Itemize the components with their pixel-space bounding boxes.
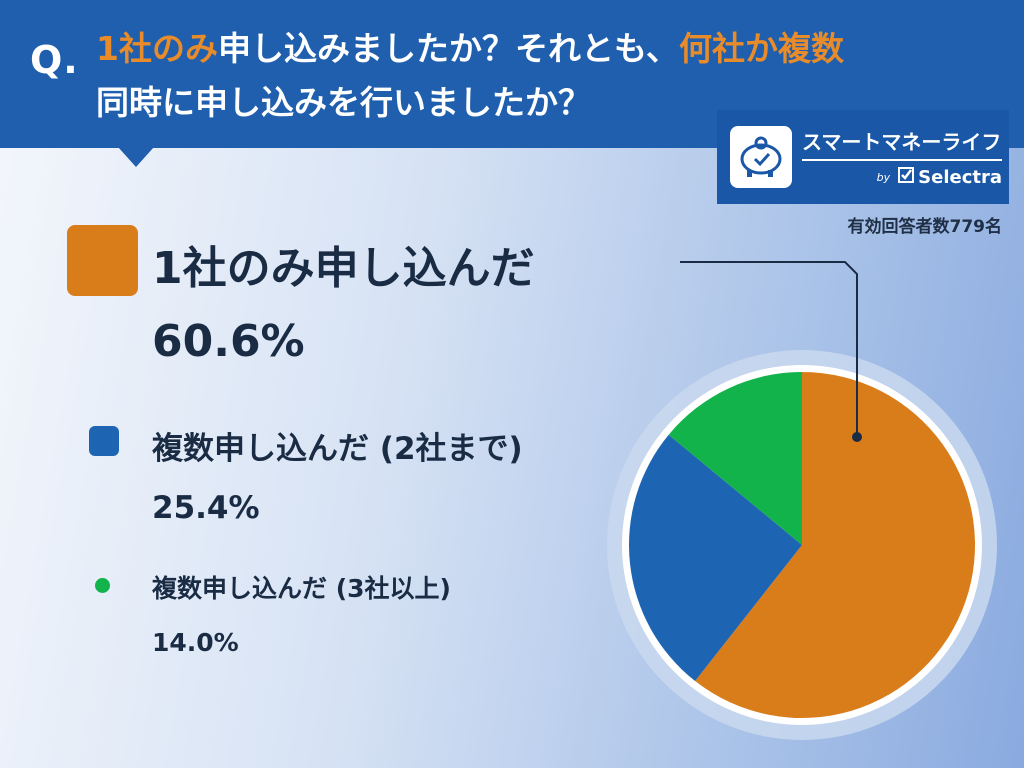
legend-swatch-single [67,225,138,296]
logo-text: スマートマネーライフ by Selectra [802,126,1002,188]
legend-label-three: 複数申し込んだ (3社以上) [152,574,451,603]
header-notch [118,147,154,167]
pie-slices [629,371,976,719]
legend-swatch-two [89,426,119,456]
pie-slice-three [668,372,802,545]
legend-swatch-three [95,578,110,593]
logo-byline: by Selectra [802,167,1002,188]
question-line-2: 同時に申し込みを行いましたか？ [96,83,591,122]
question-part-3: 何社か複数 [678,29,844,68]
legend-value-single: 60.6% [152,316,305,367]
piggy-bank-icon [730,126,792,188]
legend-value-two: 25.4% [152,490,260,526]
question-line-1: 1社のみ申し込みましたか？それとも、何社か複数 [96,22,1006,76]
brand-logo: スマートマネーライフ by Selectra [717,110,1009,204]
leader-dot [852,432,862,442]
legend-label-single: 1社のみ申し込んだ [152,243,535,294]
logo-title: スマートマネーライフ [802,126,1002,161]
respondent-count: 有効回答者数779名 [847,217,1003,237]
pie-slice-two [629,434,802,682]
logo-by: by [876,171,891,184]
legend-label-two: 複数申し込んだ (2社まで) [152,431,523,467]
question-part-2: 申し込みましたか？それとも、 [217,29,679,68]
logo-brand-text: Selectra [918,167,1002,188]
logo-brand: Selectra [898,167,1002,188]
question-part-1: 1社のみ [96,29,218,68]
legend-value-three: 14.0% [152,628,239,657]
question-mark-label: Q. [30,38,79,82]
question-text: 1社のみ申し込みましたか？それとも、何社か複数 同時に申し込みを行いましたか？ [96,22,1006,130]
pie-slice-single [695,371,976,719]
checkbox-icon [898,167,915,188]
leader-line [680,261,858,437]
